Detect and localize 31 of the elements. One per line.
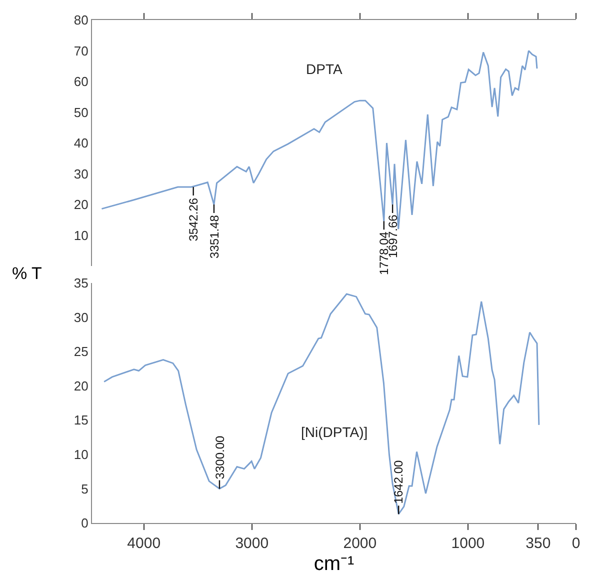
y-tick-label: 80 — [74, 12, 88, 28]
y-tick-label: 50 — [74, 104, 88, 120]
annotation: DPTA — [306, 61, 343, 77]
x-tick-label: 0 — [572, 535, 580, 552]
y-tick-label: 40 — [74, 136, 88, 151]
y-tick-label: 25 — [74, 344, 88, 360]
annotation: 1642.00 — [392, 460, 406, 504]
y-tick-label: 30 — [74, 166, 88, 182]
annotation: [Ni(DPTA)] — [301, 424, 368, 440]
annotation: 3351.48 — [207, 214, 222, 258]
y-tick-label: 10 — [74, 228, 88, 243]
x-tick-label: 3000 — [235, 535, 269, 552]
y-tick-label: 70 — [74, 43, 88, 58]
y-tick-label: 60 — [74, 74, 88, 90]
y-tick-label: 20 — [74, 197, 88, 212]
y-tick-label: 20 — [74, 378, 88, 394]
x-axis-title: cm⁻¹ — [314, 553, 354, 575]
x-tick-label: 4000 — [127, 535, 161, 552]
y-tick-label: 5 — [81, 481, 88, 496]
y-tick-label: 10 — [74, 446, 88, 462]
x-tick-label: 350 — [526, 535, 551, 552]
y-tick-label: 0 — [81, 516, 88, 531]
annotation: 3300.00 — [212, 435, 227, 480]
y-tick-label: 35 — [74, 276, 88, 291]
y-axis-title: % T — [12, 264, 42, 283]
y-tick-label: 30 — [74, 310, 88, 325]
x-tick-label: 1000 — [451, 535, 485, 552]
annotation: 3542.26 — [186, 198, 200, 242]
line-series — [103, 293, 540, 515]
y-tick-label: 15 — [74, 412, 88, 428]
x-tick-label: 2000 — [343, 535, 377, 552]
